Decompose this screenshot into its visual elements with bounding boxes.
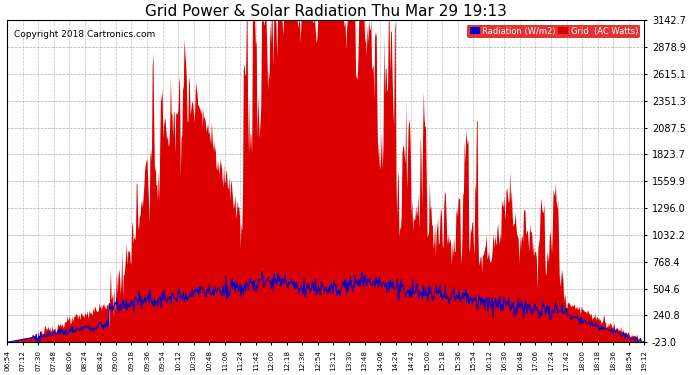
Title: Grid Power & Solar Radiation Thu Mar 29 19:13: Grid Power & Solar Radiation Thu Mar 29 … xyxy=(145,4,506,19)
Text: Copyright 2018 Cartronics.com: Copyright 2018 Cartronics.com xyxy=(14,30,155,39)
Legend: Radiation (W/m2), Grid  (AC Watts): Radiation (W/m2), Grid (AC Watts) xyxy=(468,24,640,38)
